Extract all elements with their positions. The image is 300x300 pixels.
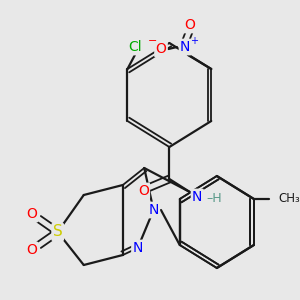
Text: CH₃: CH₃ (278, 193, 300, 206)
Text: O: O (138, 184, 149, 198)
Text: O: O (156, 42, 167, 56)
Text: N: N (133, 241, 143, 255)
Text: O: O (26, 207, 37, 221)
Text: −: − (148, 36, 157, 46)
Text: Cl: Cl (128, 40, 142, 54)
Text: S: S (53, 224, 63, 239)
Text: –H: –H (206, 193, 222, 206)
Polygon shape (165, 166, 269, 278)
Text: N: N (180, 40, 190, 54)
Text: N: N (148, 203, 159, 217)
Text: O: O (184, 18, 195, 32)
Text: O: O (26, 243, 37, 257)
Text: N: N (192, 190, 202, 204)
Text: +: + (190, 36, 198, 46)
